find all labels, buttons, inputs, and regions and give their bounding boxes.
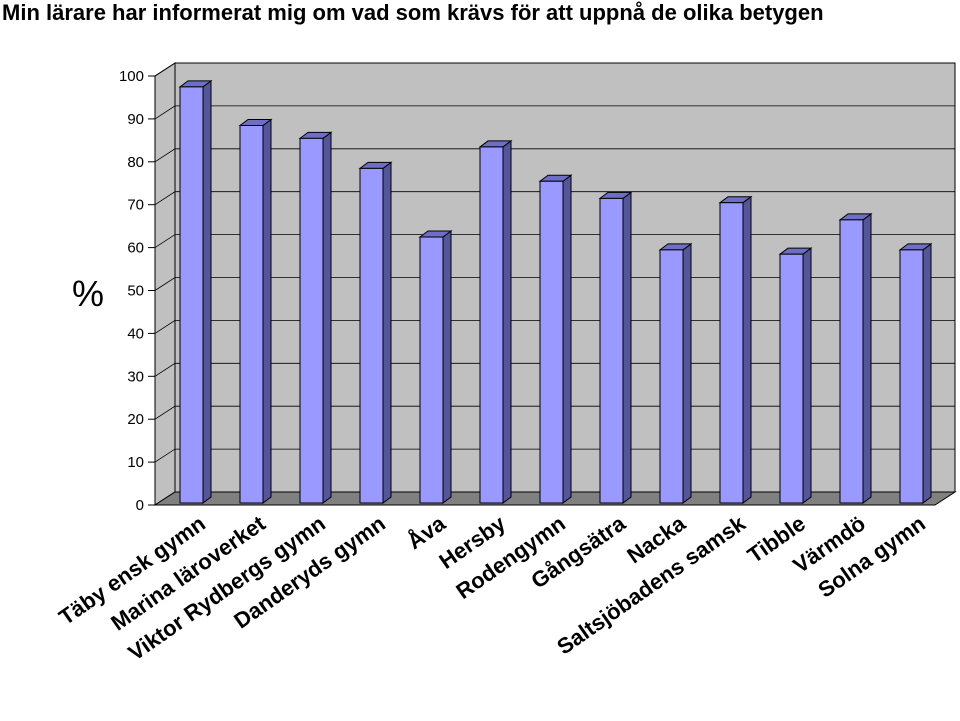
y-tick-label: 70 [127, 197, 144, 214]
gridline [154, 62, 955, 77]
bar-front [479, 146, 504, 504]
bar [778, 247, 813, 504]
y-tick-label: 0 [136, 497, 144, 514]
bar [658, 242, 693, 504]
bar [898, 242, 933, 504]
bar-side [502, 139, 512, 504]
gridline [154, 405, 955, 420]
chart-title: Min lärare har informerat mig om vad som… [2, 0, 824, 25]
y-tick-label: 20 [127, 411, 144, 428]
bar-side [442, 230, 452, 504]
bar-side [562, 174, 572, 504]
bar-front [359, 167, 384, 504]
bar-side [622, 191, 632, 504]
y-axis-label: % [72, 273, 104, 314]
bar [418, 230, 453, 504]
bar-side [802, 247, 812, 504]
bar-side [202, 79, 212, 504]
bar [358, 161, 393, 504]
y-tick-label: 90 [127, 111, 144, 128]
y-tick-label: 80 [127, 154, 144, 171]
bar [538, 174, 573, 504]
bar-side [862, 212, 872, 504]
bar-front [539, 180, 564, 504]
chart-gridlines [154, 62, 955, 506]
bar [838, 212, 873, 504]
bar-front [659, 249, 684, 504]
y-tick-label: 50 [127, 283, 144, 300]
bar-front [599, 197, 624, 504]
bar [718, 195, 753, 504]
gridline [154, 105, 955, 120]
gridline [154, 148, 955, 163]
bar-front [239, 124, 264, 504]
y-tick-label: 40 [127, 325, 144, 342]
bar [298, 131, 333, 504]
y-tick-label: 30 [127, 368, 144, 385]
y-axis: 0 10 20 30 40 50 60 70 80 90 100 [119, 68, 156, 514]
y-tick-label: 10 [127, 454, 144, 471]
bar-side [682, 242, 692, 504]
bar [478, 139, 513, 504]
bar-front [299, 137, 324, 504]
gridline [154, 319, 955, 334]
bar-front [899, 249, 924, 504]
gridline [154, 448, 955, 463]
bar [178, 79, 213, 504]
bar-side [382, 161, 392, 504]
bar-front [179, 86, 204, 504]
gridline [154, 277, 955, 291]
bar-front [719, 202, 744, 504]
gridline [154, 191, 955, 206]
y-tick-label: 100 [119, 68, 144, 85]
bar [598, 191, 633, 504]
bar-front [419, 236, 444, 504]
y-tick-label: 60 [127, 240, 144, 257]
bar-side [922, 242, 932, 504]
bar [238, 118, 273, 504]
bar-side [322, 131, 332, 504]
bar-front [779, 253, 804, 504]
bars [178, 79, 933, 504]
bar-side [262, 118, 272, 504]
bar-front [839, 219, 864, 504]
gridline [154, 362, 955, 377]
bar-side [742, 195, 752, 504]
gridline [154, 234, 955, 248]
